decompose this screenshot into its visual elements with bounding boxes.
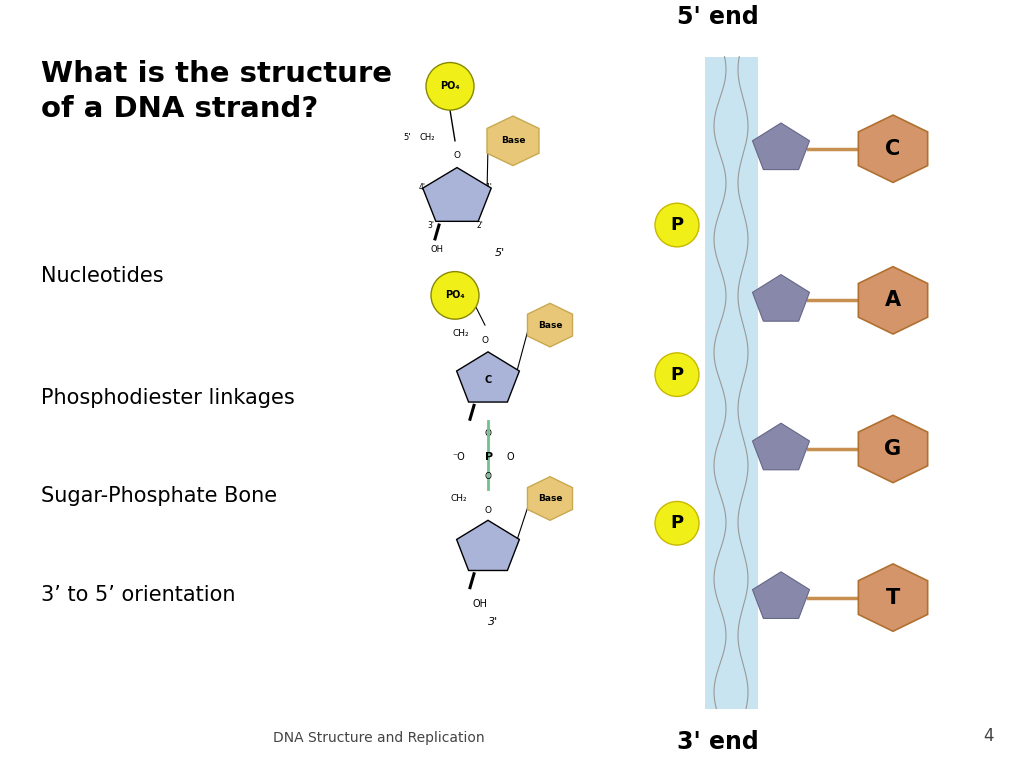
Text: ⁻O: ⁻O [452,452,465,462]
Polygon shape [753,275,810,321]
Circle shape [655,502,699,545]
Circle shape [655,353,699,396]
Text: G: G [885,439,901,459]
Text: P: P [671,216,684,234]
Polygon shape [423,167,492,221]
Text: C: C [484,375,492,385]
Text: O: O [481,336,488,345]
Text: OH: OH [472,600,487,610]
Text: Phosphodiester linkages: Phosphodiester linkages [41,388,295,408]
Polygon shape [527,303,572,347]
Text: 5' end: 5' end [677,5,759,29]
Polygon shape [487,116,539,166]
Text: DNA Structure and Replication: DNA Structure and Replication [273,731,484,745]
Polygon shape [858,564,928,631]
Polygon shape [858,415,928,482]
Text: Base: Base [538,320,562,329]
Text: P: P [485,452,494,462]
Text: CH₂: CH₂ [450,494,467,503]
Text: 3' end: 3' end [677,730,759,754]
Circle shape [431,272,479,319]
Circle shape [426,62,474,110]
Text: P: P [671,366,684,384]
Text: What is the structure
of a DNA strand?: What is the structure of a DNA strand? [41,61,392,123]
Text: 3': 3' [427,220,434,230]
Text: Base: Base [538,494,562,503]
Polygon shape [753,123,810,170]
Text: 5': 5' [403,134,411,142]
Text: Nucleotides: Nucleotides [41,266,164,286]
Text: A: A [885,290,901,310]
Polygon shape [457,520,519,571]
Text: C: C [886,139,901,159]
Text: 4: 4 [983,727,993,745]
Text: O: O [484,429,492,438]
Polygon shape [858,115,928,183]
Text: Base: Base [501,136,525,145]
Text: O: O [484,472,492,482]
Text: P: P [671,515,684,532]
Text: T: T [886,588,900,607]
Text: O: O [484,506,492,515]
Polygon shape [858,266,928,334]
Text: CH₂: CH₂ [452,329,469,337]
Text: OH: OH [430,245,443,253]
Polygon shape [457,352,519,402]
Polygon shape [527,477,572,520]
Text: 3’ to 5’ orientation: 3’ to 5’ orientation [41,585,236,605]
Polygon shape [753,423,810,470]
Text: 1': 1' [485,183,492,192]
Text: 3': 3' [488,617,498,627]
Text: PO₄: PO₄ [440,81,460,91]
Text: 5': 5' [495,248,505,258]
FancyBboxPatch shape [705,57,758,709]
Polygon shape [753,572,810,618]
Text: PO₄: PO₄ [445,290,465,300]
Circle shape [655,204,699,247]
Text: Sugar-Phosphate Bone: Sugar-Phosphate Bone [41,486,278,506]
Text: 2': 2' [477,220,484,230]
Text: CH₂: CH₂ [420,134,435,142]
Text: O: O [506,452,514,462]
Text: O: O [454,151,461,161]
Text: 4': 4' [419,183,426,192]
